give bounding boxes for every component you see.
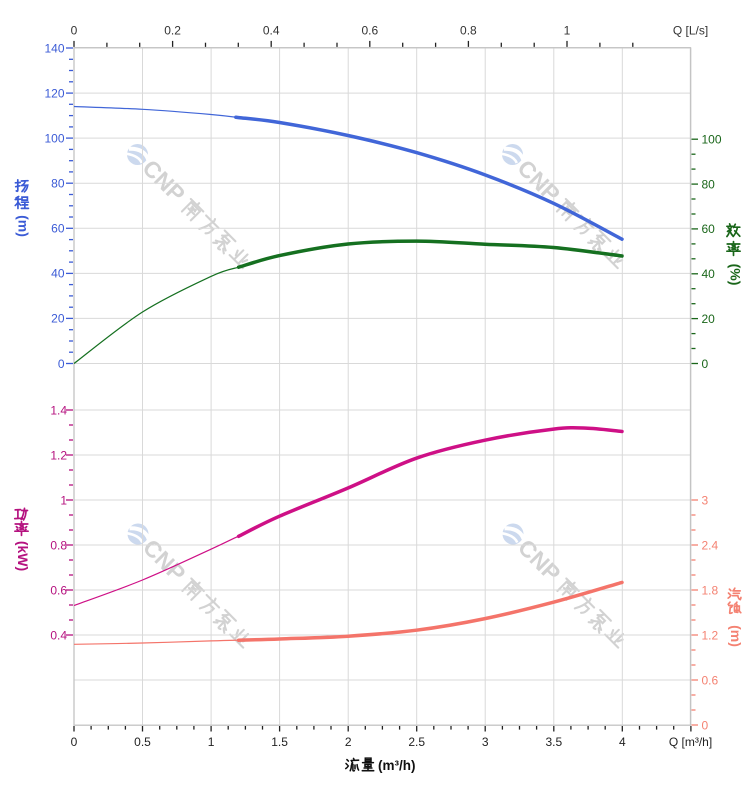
svg-text:0.6: 0.6 xyxy=(50,583,67,597)
svg-text:3: 3 xyxy=(482,735,489,749)
svg-text:0.4: 0.4 xyxy=(263,24,280,38)
svg-text:0.8: 0.8 xyxy=(460,24,477,38)
svg-text:80: 80 xyxy=(702,177,716,191)
svg-text:0.6: 0.6 xyxy=(361,24,378,38)
svg-text:40: 40 xyxy=(51,267,65,281)
svg-text:(m): (m) xyxy=(16,215,32,237)
svg-text:0: 0 xyxy=(71,735,78,749)
svg-text:(kW): (kW) xyxy=(15,541,31,571)
svg-text:20: 20 xyxy=(702,312,716,326)
svg-text:1.2: 1.2 xyxy=(50,448,67,462)
svg-text:3.5: 3.5 xyxy=(545,735,562,749)
svg-text:0: 0 xyxy=(71,24,78,38)
svg-text:1.2: 1.2 xyxy=(702,628,719,642)
svg-text:0.6: 0.6 xyxy=(702,673,719,687)
svg-text:1: 1 xyxy=(564,24,571,38)
svg-text:140: 140 xyxy=(44,41,64,55)
svg-text:1.5: 1.5 xyxy=(271,735,288,749)
svg-text:(m): (m) xyxy=(728,625,744,647)
svg-text:1: 1 xyxy=(208,735,215,749)
svg-text:0.4: 0.4 xyxy=(50,628,67,642)
svg-text:0: 0 xyxy=(702,718,709,732)
svg-text:60: 60 xyxy=(702,222,716,236)
svg-text:2: 2 xyxy=(345,735,352,749)
svg-text:40: 40 xyxy=(702,267,716,281)
svg-text:1.8: 1.8 xyxy=(702,583,719,597)
svg-text:0: 0 xyxy=(58,357,65,371)
svg-text:60: 60 xyxy=(51,222,65,236)
svg-text:2.4: 2.4 xyxy=(702,538,719,552)
svg-text:0.5: 0.5 xyxy=(134,735,151,749)
svg-text:0.8: 0.8 xyxy=(50,538,67,552)
svg-text:100: 100 xyxy=(44,131,64,145)
svg-text:100: 100 xyxy=(702,133,722,147)
svg-text:4: 4 xyxy=(619,735,626,749)
svg-text:1: 1 xyxy=(60,493,67,507)
svg-text:20: 20 xyxy=(51,312,65,326)
svg-text:0: 0 xyxy=(702,357,709,371)
svg-text:80: 80 xyxy=(51,177,65,191)
svg-text:(%): (%) xyxy=(728,264,744,286)
svg-text:2.5: 2.5 xyxy=(408,735,425,749)
svg-text:3: 3 xyxy=(702,493,709,507)
svg-text:(m³/h): (m³/h) xyxy=(378,758,416,773)
svg-text:Q [m³/h]: Q [m³/h] xyxy=(669,735,712,749)
svg-text:0.2: 0.2 xyxy=(164,24,181,38)
svg-text:120: 120 xyxy=(44,86,64,100)
svg-text:Q [L/s]: Q [L/s] xyxy=(673,24,708,38)
svg-text:1.4: 1.4 xyxy=(50,403,67,417)
